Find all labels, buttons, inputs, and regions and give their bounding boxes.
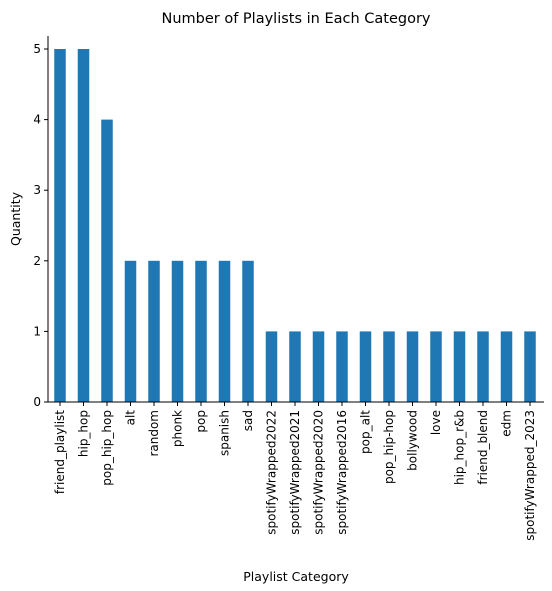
x-tick-label: spotifyWrapped2020 <box>312 410 326 535</box>
bar-phonk <box>171 260 184 402</box>
y-tick-label: 0 <box>33 395 41 409</box>
x-tick-label: spotifyWrapped2022 <box>265 410 279 535</box>
axes-frame <box>47 36 544 403</box>
x-tick-label: pop_hip-hop <box>382 410 396 484</box>
bar-spotifyWrapped2016 <box>336 331 348 402</box>
bar-pop_alt <box>359 331 372 402</box>
y-tick-label: 3 <box>33 183 41 197</box>
y-tick-label: 5 <box>33 42 41 56</box>
bar-alt <box>124 260 137 402</box>
x-tick-label: edm <box>500 410 514 437</box>
x-tick-label: pop_alt <box>359 410 373 454</box>
x-tick-label: pop_hip_hop <box>100 410 114 486</box>
bar-edm <box>500 331 513 402</box>
bar-friend_blend <box>477 331 489 402</box>
bar-sad <box>242 260 254 402</box>
y-tick-label: 4 <box>33 113 41 127</box>
x-axis-label: Playlist Category <box>243 569 349 584</box>
x-tick-label: friend_blend <box>476 410 490 485</box>
x-tick-label: alt <box>124 410 138 426</box>
x-tick-label: love <box>429 410 443 435</box>
bar-pop_hip-hop <box>383 331 395 402</box>
x-tick-label: bollywood <box>406 410 420 471</box>
x-tick-label: phonk <box>171 410 185 447</box>
bar-spotifyWrapped2020 <box>312 331 325 402</box>
bar-bollywood <box>406 331 419 402</box>
x-tick-label: random <box>147 410 161 457</box>
x-axis-ticks: friend_playlist hip_hop pop_hip_hop alt rand… <box>53 402 537 541</box>
x-tick-label: pop <box>194 410 208 433</box>
y-axis-label: Quantity <box>8 191 23 246</box>
x-tick-label: spotifyWrapped2016 <box>335 410 349 535</box>
x-tick-label: sad <box>241 410 255 431</box>
bar-random <box>148 260 160 402</box>
x-tick-label: hip_hop_r&b <box>453 410 467 485</box>
bar-spanish <box>218 260 231 402</box>
x-tick-label: hip_hop <box>77 410 91 457</box>
bar-friend_playlist <box>54 49 66 402</box>
y-axis-ticks: 0 1 2 3 4 5 <box>33 42 48 409</box>
bar-spotifyWrapped2022 <box>265 331 278 402</box>
chart-title: Number of Playlists in Each Category <box>161 11 430 27</box>
x-tick-label: friend_playlist <box>53 410 67 494</box>
bar-pop_hip_hop <box>101 119 113 402</box>
y-tick-label: 2 <box>33 254 41 268</box>
y-tick-label: 1 <box>33 324 41 338</box>
bar-love <box>430 331 442 402</box>
bar-spotifyWrapped2021 <box>289 331 301 402</box>
x-tick-label: spotifyWrapped2021 <box>288 410 302 535</box>
bar-hip_hop <box>77 49 90 402</box>
bar-hip_hop_r&b <box>453 331 466 402</box>
bar-spotifyWrapped_2023 <box>524 331 536 402</box>
bars-group <box>54 49 536 402</box>
x-tick-label: spanish <box>218 410 232 456</box>
x-tick-label: spotifyWrapped_2023 <box>523 410 537 541</box>
bar-pop <box>195 260 207 402</box>
